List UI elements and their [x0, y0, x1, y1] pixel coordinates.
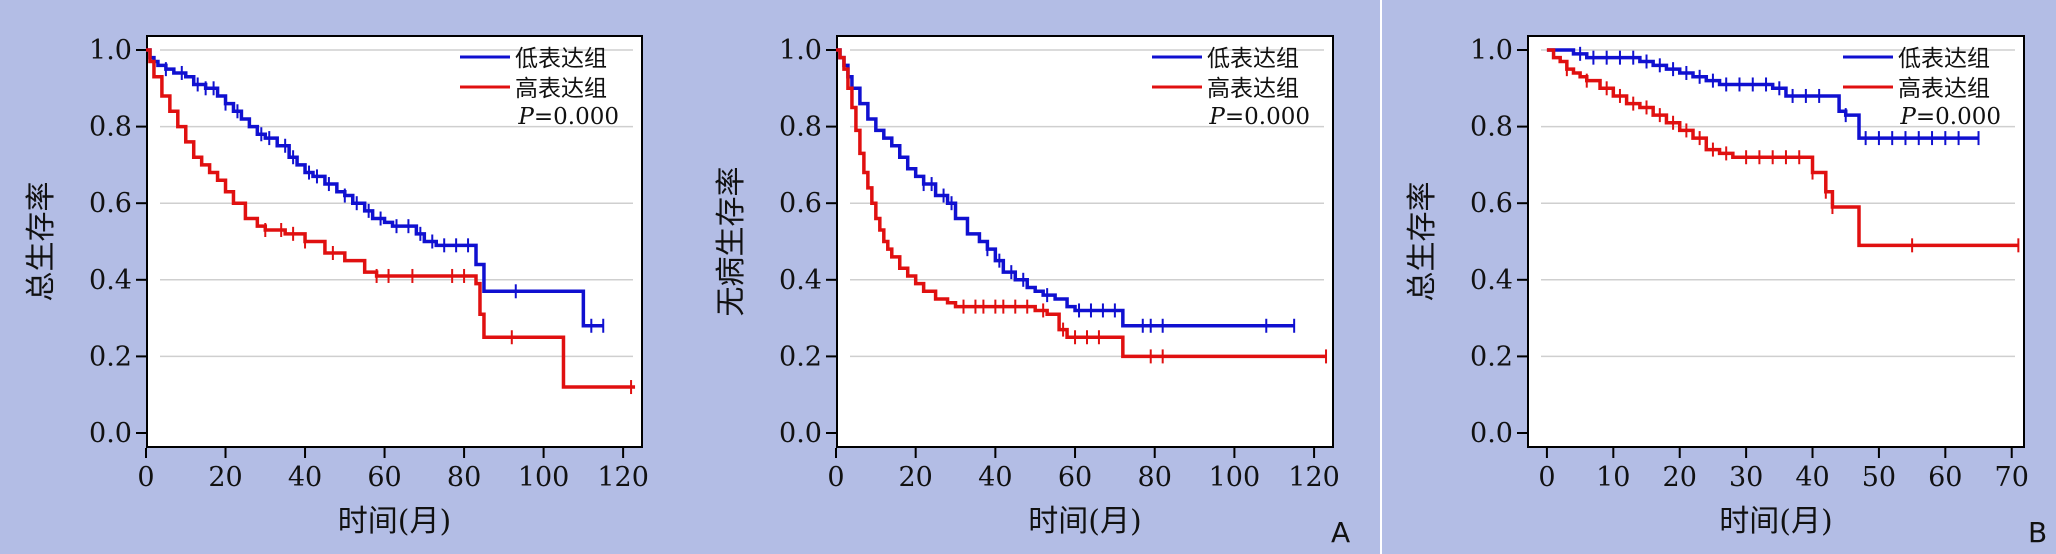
legend-label-low: 低表达组 [1207, 46, 1299, 72]
legend-label-high: 高表达组 [515, 76, 607, 102]
legend-label-high: 高表达组 [1207, 76, 1299, 102]
y-axis-title: 无病生存率 [714, 167, 749, 317]
y-tick-label: 0.0 [1470, 418, 1513, 449]
y-tick-label: 0.6 [1470, 188, 1513, 219]
y-tick-label: 0.0 [779, 418, 822, 449]
y-tick-label: 0.4 [779, 265, 822, 296]
series-line-low [836, 48, 1295, 328]
y-tick-label: 0.4 [89, 265, 132, 296]
plot-frame-disease-free-survival [836, 35, 1334, 448]
p-value-annotation: P=0.000 [1899, 104, 2001, 130]
y-tick-label: 0.8 [1470, 112, 1513, 143]
plot-frame-overall-survival-b [1527, 35, 2025, 448]
y-tick-label: 0.2 [1470, 341, 1513, 372]
x-axis-title: 时间(月) [1028, 504, 1141, 539]
y-tick-label: 0.8 [779, 112, 822, 143]
x-tick-label: 50 [1862, 462, 1896, 493]
panel-b-label: B [2028, 516, 2048, 549]
y-axis-title: 总生存率 [1405, 182, 1440, 302]
p-value-annotation: P=0.000 [1208, 104, 1310, 130]
chart-2: 0.0 0.2 0.4 0.6 0.8 1.0 0 10 20 30 40 50 60 70 时间(月) 总生… [1405, 35, 2029, 539]
legend-label-high: 高表达组 [1898, 76, 1990, 102]
x-tick-label: 40 [978, 462, 1012, 493]
x-tick-label: 0 [1538, 462, 1555, 493]
x-tick-label: 20 [208, 462, 242, 493]
x-tick-label: 40 [288, 462, 322, 493]
x-tick-label: 80 [1138, 462, 1172, 493]
x-axis-title: 时间(月) [338, 504, 451, 539]
x-tick-label: 120 [1288, 462, 1340, 493]
p-value-annotation: P=0.000 [517, 104, 619, 130]
x-tick-label: 0 [827, 462, 844, 493]
y-tick-label: 0.2 [89, 341, 132, 372]
y-tick-label: 0.0 [89, 418, 132, 449]
legend-label-low: 低表达组 [1898, 46, 1990, 72]
y-tick-label: 0.6 [779, 188, 822, 219]
x-tick-label: 60 [367, 462, 401, 493]
y-tick-label: 1.0 [89, 35, 132, 66]
y-tick-label: 0.8 [89, 112, 132, 143]
y-tick-label: 1.0 [1470, 35, 1513, 66]
x-tick-label: 120 [597, 462, 649, 493]
legend-label-low: 低表达组 [515, 46, 607, 72]
x-tick-label: 30 [1729, 462, 1763, 493]
x-tick-label: 60 [1928, 462, 1962, 493]
x-tick-label: 70 [1995, 462, 2029, 493]
x-axis-title: 时间(月) [1719, 504, 1832, 539]
chart-0: 0.0 0.2 0.4 0.6 0.8 1.0 0 20 40 60 80 100 120 时间(月) 总生… [24, 35, 649, 539]
x-tick-label: 40 [1795, 462, 1829, 493]
y-tick-label: 0.6 [89, 188, 132, 219]
x-tick-label: 100 [1209, 462, 1261, 493]
x-tick-label: 100 [518, 462, 570, 493]
x-tick-label: 60 [1058, 462, 1092, 493]
x-tick-label: 10 [1596, 462, 1630, 493]
y-tick-label: 0.2 [779, 341, 822, 372]
x-tick-label: 80 [447, 462, 481, 493]
series-line-high [836, 48, 1327, 359]
series-line-high [1546, 48, 2019, 248]
plot-frame-overall-survival-a [146, 35, 643, 448]
panel-a-label: A [1331, 516, 1351, 549]
y-tick-label: 0.4 [1470, 265, 1513, 296]
series-line-low [146, 48, 604, 328]
x-tick-label: 20 [1663, 462, 1697, 493]
y-axis-title: 总生存率 [24, 182, 59, 302]
y-tick-label: 1.0 [779, 35, 822, 66]
chart-1: 0.0 0.2 0.4 0.6 0.8 1.0 0 20 40 60 80 100 120 时间(月) 无病… [714, 35, 1340, 539]
x-tick-label: 20 [899, 462, 933, 493]
x-tick-label: 0 [137, 462, 154, 493]
